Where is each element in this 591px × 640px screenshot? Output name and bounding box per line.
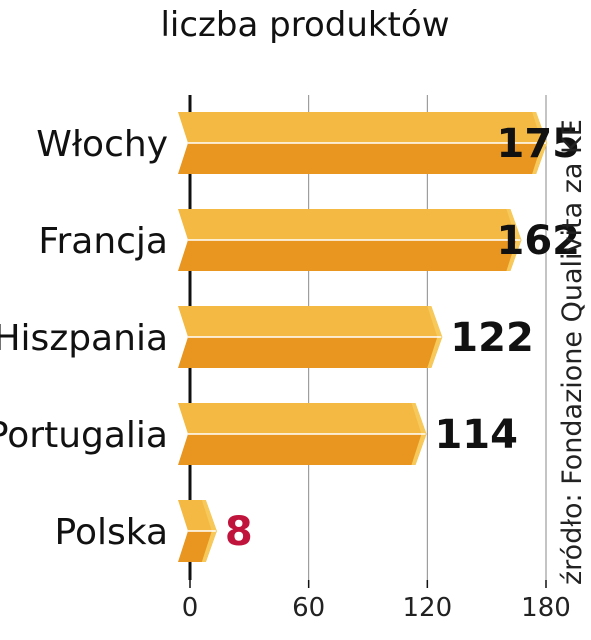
bar-hiszpania [178,306,443,368]
bar-lower-face [178,143,548,174]
value-label: 114 [434,412,518,458]
x-tick-label: 0 [182,593,199,623]
category-label: Włochy [36,124,168,165]
category-label: Polska [55,512,168,553]
bars [178,112,548,562]
source-note: źródło: Fondazione Qualivita za KE [557,119,588,585]
bar-francja [178,209,522,271]
category-labels: Włochy Francja Hiszpania Portugalia Polska [0,124,168,553]
x-tick-label: 120 [403,593,453,623]
category-label: Portugalia [0,415,168,456]
category-label: Hiszpania [0,318,168,359]
x-tick-label: 60 [292,593,325,623]
bar-upper-face [178,403,427,434]
bar-lower-face [178,337,443,368]
bar-włochy [178,112,548,174]
value-label: 122 [450,315,534,361]
bar-upper-face [178,112,548,143]
chart-title: liczba produktów [160,5,449,45]
x-tick-labels: 0 60 120 180 [182,593,571,623]
value-labels: 175 162 122 114 8 [225,121,580,555]
value-label: 162 [497,218,581,264]
x-tick-label: 180 [521,593,571,623]
bar-upper-face [178,306,443,337]
bar-portugalia [178,403,427,465]
bar-polska [178,500,217,562]
bar-upper-face [178,209,522,240]
bar-lower-face [178,240,522,271]
bar-lower-face [178,434,427,465]
value-label: 8 [225,509,253,555]
category-label: Francja [38,221,168,262]
value-label: 175 [497,121,581,167]
